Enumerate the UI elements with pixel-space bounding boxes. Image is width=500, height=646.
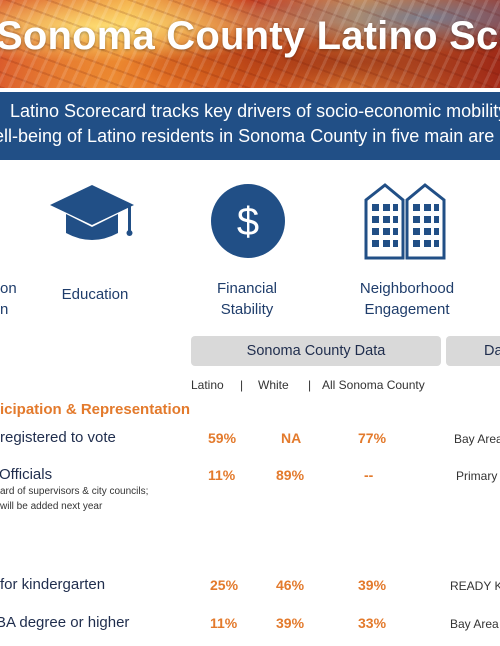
row-source: Bay Area — [450, 617, 499, 631]
row-label: Officials — [0, 466, 53, 483]
value-all: -- — [364, 467, 374, 483]
row-note: will be added next year — [0, 501, 103, 512]
row-source: Bay Area — [454, 432, 500, 446]
value-white: 39% — [276, 615, 305, 631]
intro-line-1: Latino Scorecard tracks key drivers of s… — [10, 101, 500, 121]
category-label-education: Education — [61, 286, 129, 303]
category-label-financial-stability: Financial Stability — [216, 280, 278, 318]
dollar-icon: $ — [211, 184, 285, 258]
page-title: Sonoma County Latino Scorec — [0, 14, 500, 58]
buildings-icon — [364, 183, 446, 260]
intro-line-2: ell-being of Latino residents in Sonoma … — [0, 126, 495, 146]
value-all: 33% — [358, 615, 387, 631]
col-header-latino: Latino — [191, 378, 224, 392]
row-label: BA degree or higher — [0, 614, 130, 631]
value-latino: 11% — [208, 467, 236, 483]
row-source: READY KS — [450, 579, 500, 593]
value-all: 77% — [358, 430, 387, 446]
sonoma-county-data-header: Sonoma County Data — [191, 336, 441, 366]
row-source: Primary — [456, 469, 498, 483]
col-separator: | — [240, 378, 244, 392]
row-label: for kindergarten — [0, 576, 106, 593]
graduation-cap-icon — [50, 185, 134, 240]
row-label: registered to vote — [0, 429, 116, 446]
section-heading: icipation & Representation — [0, 401, 191, 418]
col-header-all-sonoma: All Sonoma County — [322, 378, 425, 392]
value-latino: 11% — [210, 615, 238, 631]
svg-text:$: $ — [237, 200, 259, 244]
category-label-neighborhood-engagement: Neighborhood Engagement — [359, 280, 455, 318]
data-source-header: Da — [446, 336, 500, 366]
category-label-civic: on n — [0, 280, 17, 318]
value-all: 39% — [358, 577, 387, 593]
value-latino: 59% — [208, 430, 237, 446]
row-note: ard of supervisors & city councils; — [0, 486, 149, 497]
col-separator: | — [308, 378, 312, 392]
intro-banner: Latino Scorecard tracks key drivers of s… — [0, 92, 500, 160]
value-white: 46% — [276, 577, 305, 593]
value-white: NA — [281, 430, 302, 446]
value-white: 89% — [276, 467, 305, 483]
col-header-white: White — [258, 378, 289, 392]
value-latino: 25% — [210, 577, 239, 593]
header-banner: Sonoma County Latino Scorec — [0, 0, 500, 88]
